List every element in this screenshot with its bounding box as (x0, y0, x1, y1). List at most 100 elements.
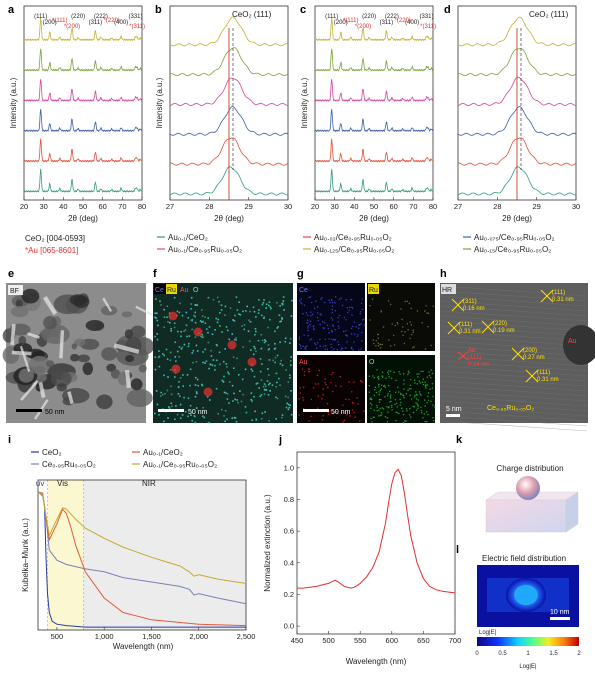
panel-i-uv-label: UV (36, 482, 44, 488)
panel-g-ce-dot (333, 348, 335, 350)
panel-g-o-dot (385, 377, 387, 379)
panel-f-dot (184, 410, 187, 413)
panel-d-xtick-label: 27 (454, 202, 462, 211)
panel-i-kubelka-munk: 500 1,000 1,500 2,000 2,500 UV Vis NIR Wavel… (21, 448, 255, 651)
panel-g-ru-dot (380, 311, 382, 313)
panel-g-ce-dot (328, 338, 330, 340)
panel-g-o-dot (408, 388, 410, 390)
panel-f-dot (192, 349, 195, 352)
panel-f-dot (174, 356, 177, 358)
panel-f-dot (180, 417, 182, 419)
panel-f-dot (281, 303, 284, 306)
panel-f-dot (261, 412, 264, 415)
panel-g-o-dot (412, 405, 414, 408)
panel-g-o-dot (378, 391, 380, 393)
panel-c-series-1 (314, 168, 434, 193)
panel-g-ce-dot (363, 324, 366, 326)
panel-f-dot (289, 360, 292, 362)
panel-f-dot (233, 416, 236, 419)
panel-g-au-dot (345, 398, 347, 400)
panel-g-o-dot (378, 401, 381, 403)
panel-f-dot (154, 368, 157, 371)
panel-g-ce-dot (332, 324, 334, 326)
panel-f-dot (248, 340, 251, 343)
panel-f-dot (192, 361, 194, 364)
panel-f-dot (163, 420, 165, 423)
panel-f-dot (252, 306, 255, 309)
panel-g-o-dot (430, 377, 432, 379)
panel-f-dot (231, 417, 233, 419)
panel-l-cb-tick: 0.5 (498, 651, 507, 657)
panel-a-peak-label-au: *(220) (104, 18, 120, 24)
panel-f-dot (183, 343, 186, 346)
panel-f-dot (166, 389, 169, 392)
panel-f-dot (257, 312, 260, 314)
panel-g-ce-dot (361, 298, 363, 300)
panel-g-ce-dot (346, 335, 348, 337)
panel-e-particle (130, 325, 146, 338)
panel-c-legend-1: Au₀.₀₂/Ce₀.₉₅Ru₀.₀₅O₂ (314, 233, 392, 242)
panel-g-o-dot (380, 399, 382, 401)
panel-g-o-dot (389, 396, 392, 398)
panel-e-particle (46, 360, 55, 368)
panel-g-ce-dot (331, 309, 333, 311)
panel-g-o-dot (371, 399, 373, 401)
panel-e-particle (10, 306, 29, 318)
panel-g-au-dot (303, 371, 306, 373)
panel-f-dot (268, 420, 270, 422)
panel-i-xtick-label: 2,500 (237, 632, 256, 641)
panel-i-vis-label: Vis (57, 479, 68, 488)
panel-f-dot (221, 331, 223, 333)
panel-f-dot (276, 327, 279, 329)
panel-f-dot (228, 373, 230, 375)
panel-f-dot (186, 374, 189, 376)
panel-f-dot (255, 330, 257, 333)
panel-e-particle (15, 299, 23, 308)
panel-g-o-dot (416, 394, 418, 396)
panel-f-dot (241, 325, 243, 327)
panel-f-dot (280, 359, 282, 362)
panel-f-dot (281, 364, 284, 367)
panel-g-ce-dot (302, 313, 304, 315)
panel-g-o-dot (427, 384, 429, 386)
panel-g-o-dot (399, 373, 401, 375)
panel-f-dot (210, 355, 213, 357)
panel-g-ce-dot (307, 335, 309, 337)
panel-g-ce-dot (312, 326, 314, 328)
panel-h-au-label-2: Au (468, 348, 475, 354)
panel-g-ru-dot (421, 322, 423, 324)
panel-g-au-dot (302, 397, 304, 399)
panel-g-o-dot (426, 401, 428, 404)
panel-g-o-dot (390, 400, 392, 402)
panel-f-dot (201, 383, 203, 386)
panel-g-ce-dot (328, 299, 330, 301)
panel-label-j: j (278, 434, 282, 446)
panel-g-ce-dot (313, 328, 315, 331)
panel-f-dot (242, 310, 244, 313)
panel-g-au-dot (346, 414, 348, 416)
panel-l-cb-label: Log|E| (479, 630, 497, 636)
panel-h-lattice-fringe (440, 340, 588, 352)
panel-i-band-uv (38, 480, 48, 630)
panel-d-title: CeO₂ (111) (529, 10, 569, 19)
panel-g-ce-dot (324, 338, 326, 340)
panel-f-dot (163, 354, 165, 357)
panel-g-au-dot (336, 411, 338, 413)
panel-f-dot (194, 321, 197, 324)
panel-f-dot (245, 411, 248, 414)
panel-h-lattice-fringe (440, 315, 588, 327)
panel-g-ce-dot (330, 330, 333, 332)
panel-g-ce-dot (324, 301, 326, 304)
panel-g-ce-dot (300, 298, 302, 300)
panel-f-scalebar (158, 409, 184, 412)
panel-h-fft-cross (525, 369, 539, 383)
panel-f-dot (282, 296, 285, 298)
panel-f-dot (196, 392, 198, 395)
panel-g-ru-dot (413, 346, 415, 348)
panel-c-peak-label: (311) (380, 20, 394, 26)
panel-f-dot (187, 345, 190, 348)
panel-g-o-dot (387, 393, 389, 395)
panel-g-o-dot (416, 403, 418, 405)
panel-e-particle (18, 335, 27, 346)
panel-g-o-dot (417, 405, 419, 407)
